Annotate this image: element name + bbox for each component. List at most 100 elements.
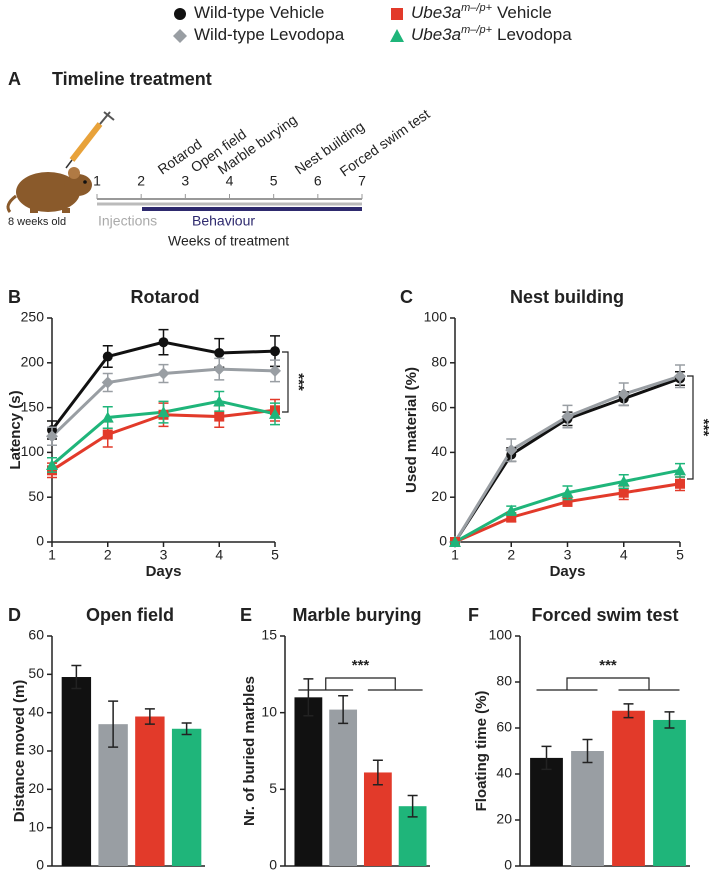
syringe-icon bbox=[65, 111, 115, 169]
y-tick-label: 5 bbox=[269, 780, 277, 796]
data-point bbox=[269, 364, 281, 377]
data-point bbox=[214, 411, 225, 422]
legend-marker bbox=[391, 8, 403, 20]
data-point bbox=[618, 487, 629, 498]
y-tick-label: 20 bbox=[431, 488, 447, 504]
y-axis-label: Used material (%) bbox=[403, 367, 420, 493]
timeline-title: Timeline treatment bbox=[52, 69, 212, 89]
y-tick-label: 0 bbox=[504, 857, 512, 873]
data-point bbox=[157, 406, 170, 418]
data-point bbox=[270, 346, 280, 357]
error-bar bbox=[541, 745, 552, 771]
bar bbox=[61, 677, 92, 866]
y-tick-label: 60 bbox=[28, 627, 44, 643]
week-label: 6 bbox=[314, 173, 322, 189]
data-point bbox=[505, 504, 518, 516]
legend-name: Wild-type Levodopa bbox=[194, 25, 345, 44]
bar bbox=[171, 728, 202, 866]
y-tick-label: 40 bbox=[28, 703, 44, 719]
legend-gene: Ube3a bbox=[411, 3, 461, 22]
chart-title: Open field bbox=[86, 605, 174, 625]
x-tick-label: 4 bbox=[620, 547, 628, 563]
significance-bracket bbox=[298, 677, 423, 691]
panel-letter: D bbox=[8, 605, 21, 625]
data-point bbox=[157, 367, 170, 380]
y-tick-label: 40 bbox=[496, 765, 512, 781]
x-tick-label: 4 bbox=[215, 547, 223, 563]
week-label: 2 bbox=[137, 173, 145, 189]
legend-name: Vehicle bbox=[497, 3, 552, 22]
significance-bracket bbox=[687, 375, 694, 480]
y-tick-label: 0 bbox=[36, 857, 44, 873]
y-tick-label: 20 bbox=[28, 780, 44, 796]
y-axis-label: Distance moved (m) bbox=[11, 680, 28, 823]
data-point bbox=[617, 475, 630, 487]
y-tick-label: 200 bbox=[21, 354, 45, 370]
y-tick-label: 80 bbox=[496, 673, 512, 689]
y-tick-label: 100 bbox=[424, 309, 448, 325]
significance-label: *** bbox=[599, 657, 617, 674]
bar bbox=[571, 751, 604, 866]
y-tick-label: 60 bbox=[496, 719, 512, 735]
chart-title: Nest building bbox=[510, 287, 624, 307]
week-label: 5 bbox=[270, 173, 278, 189]
data-point bbox=[102, 429, 113, 440]
y-tick-label: 80 bbox=[431, 354, 447, 370]
data-point bbox=[449, 536, 461, 547]
chart-title: Marble burying bbox=[292, 605, 421, 625]
data-point bbox=[562, 496, 573, 507]
week-label: 7 bbox=[358, 173, 366, 189]
error-bar bbox=[108, 700, 119, 748]
x-tick-label: 1 bbox=[48, 547, 56, 563]
y-tick-label: 250 bbox=[21, 309, 45, 325]
panel-letter: B bbox=[8, 287, 21, 307]
data-point bbox=[561, 486, 574, 498]
bar bbox=[653, 719, 686, 866]
y-axis-label: Latency (s) bbox=[7, 390, 24, 469]
y-tick-label: 0 bbox=[439, 533, 447, 549]
y-tick-label: 0 bbox=[36, 533, 44, 549]
x-tick-label: 3 bbox=[160, 547, 168, 563]
data-point bbox=[214, 347, 225, 358]
data-point bbox=[213, 363, 226, 376]
y-tick-label: 100 bbox=[21, 443, 45, 459]
injections-label: Injections bbox=[98, 213, 157, 229]
x-tick-label: 5 bbox=[676, 547, 684, 563]
legend-label: Wild-type Levodopa bbox=[194, 25, 345, 44]
chart-title: Forced swim test bbox=[531, 605, 678, 625]
x-tick-label: 1 bbox=[451, 547, 459, 563]
significance-bracket bbox=[536, 677, 680, 691]
week-label: 3 bbox=[181, 173, 189, 189]
mouse-icon bbox=[6, 167, 92, 213]
y-axis-label: Nr. of buried marbles bbox=[241, 676, 258, 826]
legend-label: Wild-type Vehicle bbox=[194, 3, 324, 22]
y-tick-label: 50 bbox=[28, 488, 44, 504]
legend-allele: m–/p+ bbox=[461, 2, 492, 14]
legend-marker bbox=[173, 29, 187, 43]
timeline-xlabel: Weeks of treatment bbox=[168, 233, 289, 249]
x-tick-label: 2 bbox=[507, 547, 515, 563]
x-tick-label: 3 bbox=[564, 547, 572, 563]
bar bbox=[530, 757, 563, 866]
x-tick-label: 5 bbox=[271, 547, 279, 563]
data-point bbox=[101, 411, 114, 423]
y-tick-label: 50 bbox=[28, 665, 44, 681]
y-tick-label: 40 bbox=[431, 443, 447, 459]
data-point bbox=[675, 478, 685, 489]
data-point bbox=[674, 464, 686, 476]
panel-letter: C bbox=[400, 287, 413, 307]
legend-gene: Ube3a bbox=[411, 25, 461, 44]
series-line bbox=[453, 374, 681, 543]
y-tick-label: 10 bbox=[261, 703, 277, 719]
data-point bbox=[617, 388, 630, 401]
panel-letter: A bbox=[8, 69, 21, 89]
significance-label: *** bbox=[695, 419, 709, 437]
x-axis-label: Days bbox=[146, 563, 182, 580]
significance-label: *** bbox=[352, 657, 370, 674]
data-point bbox=[101, 376, 114, 389]
legend-allele: m–/p+ bbox=[461, 24, 492, 36]
error-bar bbox=[407, 794, 418, 818]
legend-marker bbox=[174, 8, 186, 20]
error-bar bbox=[372, 759, 383, 786]
data-point bbox=[506, 512, 517, 523]
